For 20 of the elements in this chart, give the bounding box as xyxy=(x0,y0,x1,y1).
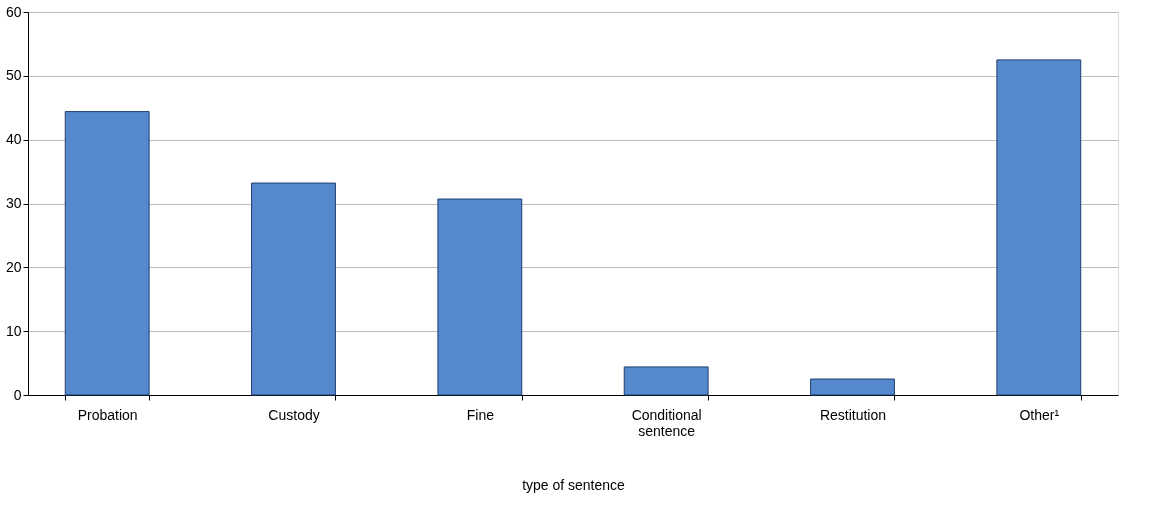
y-tick-label: 50 xyxy=(5,67,22,84)
bar xyxy=(810,378,895,396)
y-tick-label: 30 xyxy=(5,195,22,211)
bar xyxy=(251,182,336,396)
y-tick-label: 10 xyxy=(5,322,22,339)
y-tick-label: 20 xyxy=(5,258,22,275)
bar xyxy=(996,59,1082,396)
y-tick-label: 60 xyxy=(5,3,22,20)
x-tick-label: Fine xyxy=(466,406,495,423)
bar xyxy=(437,198,523,396)
x-axis-title: type of sentence xyxy=(522,476,626,493)
y-tick-label: 0 xyxy=(13,386,22,403)
x-tick-label: Probation xyxy=(77,406,138,423)
bar xyxy=(623,366,709,396)
bar xyxy=(64,111,150,396)
x-tick-label: Restitution xyxy=(819,406,887,423)
y-tick-label: 40 xyxy=(5,131,22,148)
x-tick-label: Custody xyxy=(268,406,320,423)
x-tick-label: Other¹ xyxy=(1019,406,1060,423)
x-tick-label: Conditional sentence xyxy=(631,406,702,439)
